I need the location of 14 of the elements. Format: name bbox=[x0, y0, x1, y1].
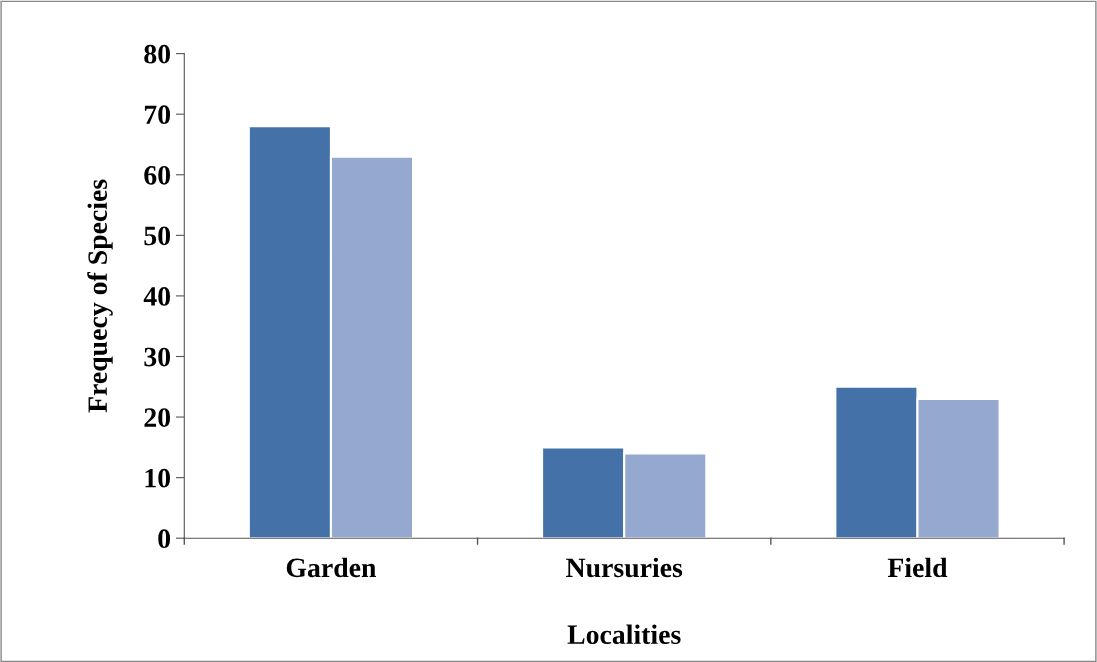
y-tick-label: 20 bbox=[144, 408, 171, 427]
y-axis-title: Frequecy of Species bbox=[87, 179, 113, 413]
y-tick-label: 10 bbox=[145, 468, 171, 488]
y-tick-label: 50 bbox=[144, 226, 171, 246]
x-tick-label: Field bbox=[887, 557, 948, 578]
y-tick-label: 80 bbox=[144, 44, 171, 64]
x-tick-label: Nursuries bbox=[566, 557, 683, 578]
y-tick-label: 40 bbox=[143, 287, 171, 306]
x-tick-label: Garden bbox=[286, 557, 377, 578]
y-tick-label: 0 bbox=[158, 529, 171, 549]
y-tick-label: 60 bbox=[144, 165, 171, 185]
y-tick-label: 30 bbox=[144, 347, 171, 367]
y-tick-label: 70 bbox=[144, 105, 171, 125]
x-axis-title: Localities bbox=[567, 624, 681, 645]
